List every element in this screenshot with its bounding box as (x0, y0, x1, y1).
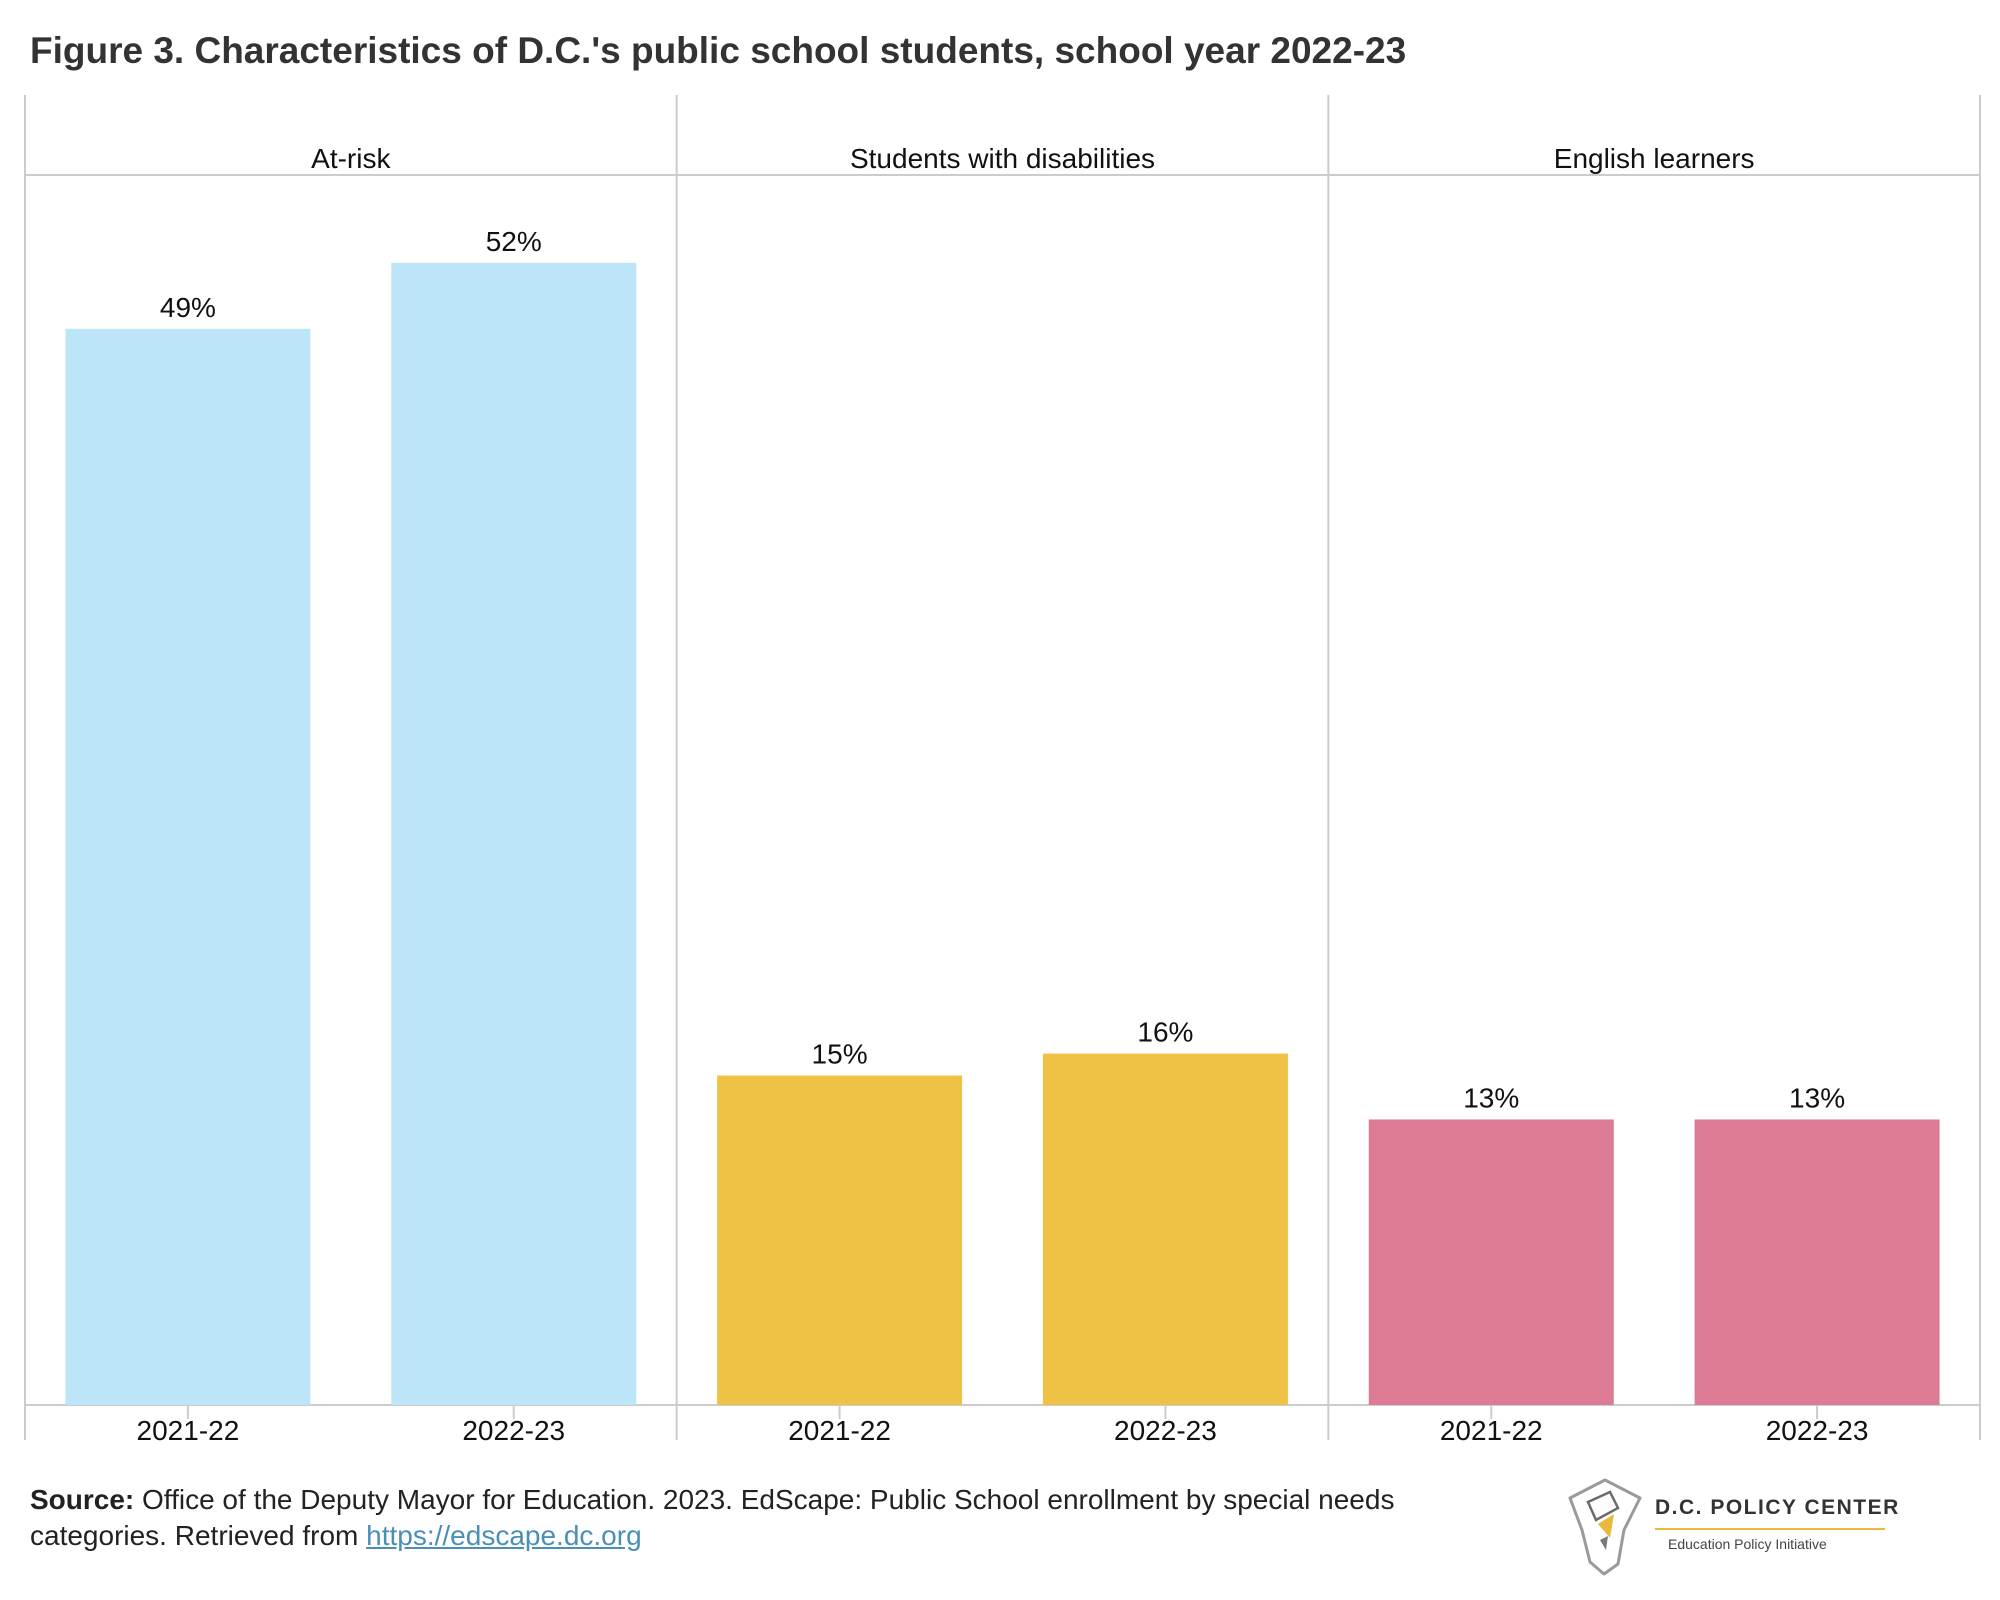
x-tick-label: 2021-22 (1440, 1415, 1543, 1446)
logo-divider (1655, 1528, 1885, 1530)
x-tick-label: 2022-23 (462, 1415, 565, 1446)
x-tick-label: 2021-22 (137, 1415, 240, 1446)
x-tick-label: 2022-23 (1766, 1415, 1869, 1446)
logo-subtitle: Education Policy Initiative (1668, 1536, 1827, 1552)
data-label: 16% (1137, 1017, 1193, 1048)
source-text: Office of the Deputy Mayor for Education… (30, 1484, 1395, 1551)
panel-header: Students with disabilities (850, 143, 1155, 174)
faceted-bar-chart: At-risk 49% 2021-22 52% 2022-23 Students with… (24, 95, 1981, 1446)
data-label: 15% (812, 1039, 868, 1070)
data-label: 13% (1789, 1082, 1845, 1113)
data-label: 52% (486, 226, 542, 257)
source-link[interactable]: https://edscape.dc.org (366, 1520, 642, 1551)
logo-name: D.C. POLICY CENTER (1655, 1496, 1900, 1519)
bar (1042, 1053, 1288, 1405)
chart-title: Figure 3. Characteristics of D.C.'s publ… (30, 30, 1407, 71)
bar (391, 262, 637, 1405)
bar (1694, 1119, 1940, 1405)
data-label: 49% (160, 292, 216, 323)
dc-policy-center-logo: D.C. POLICY CENTER Education Policy Init… (1560, 1478, 1898, 1578)
x-tick-label: 2022-23 (1114, 1415, 1217, 1446)
source-note: Source: Office of the Deputy Mayor for E… (30, 1482, 1470, 1554)
dc-map-pen-icon (1568, 1478, 1642, 1576)
panel-header: English learners (1554, 143, 1755, 174)
x-tick-label: 2021-22 (788, 1415, 891, 1446)
bar (1368, 1119, 1614, 1405)
panel-header: At-risk (311, 143, 391, 174)
bar (65, 328, 311, 1405)
data-label: 13% (1463, 1082, 1519, 1113)
source-label: Source: (30, 1484, 135, 1515)
bar (717, 1075, 963, 1405)
